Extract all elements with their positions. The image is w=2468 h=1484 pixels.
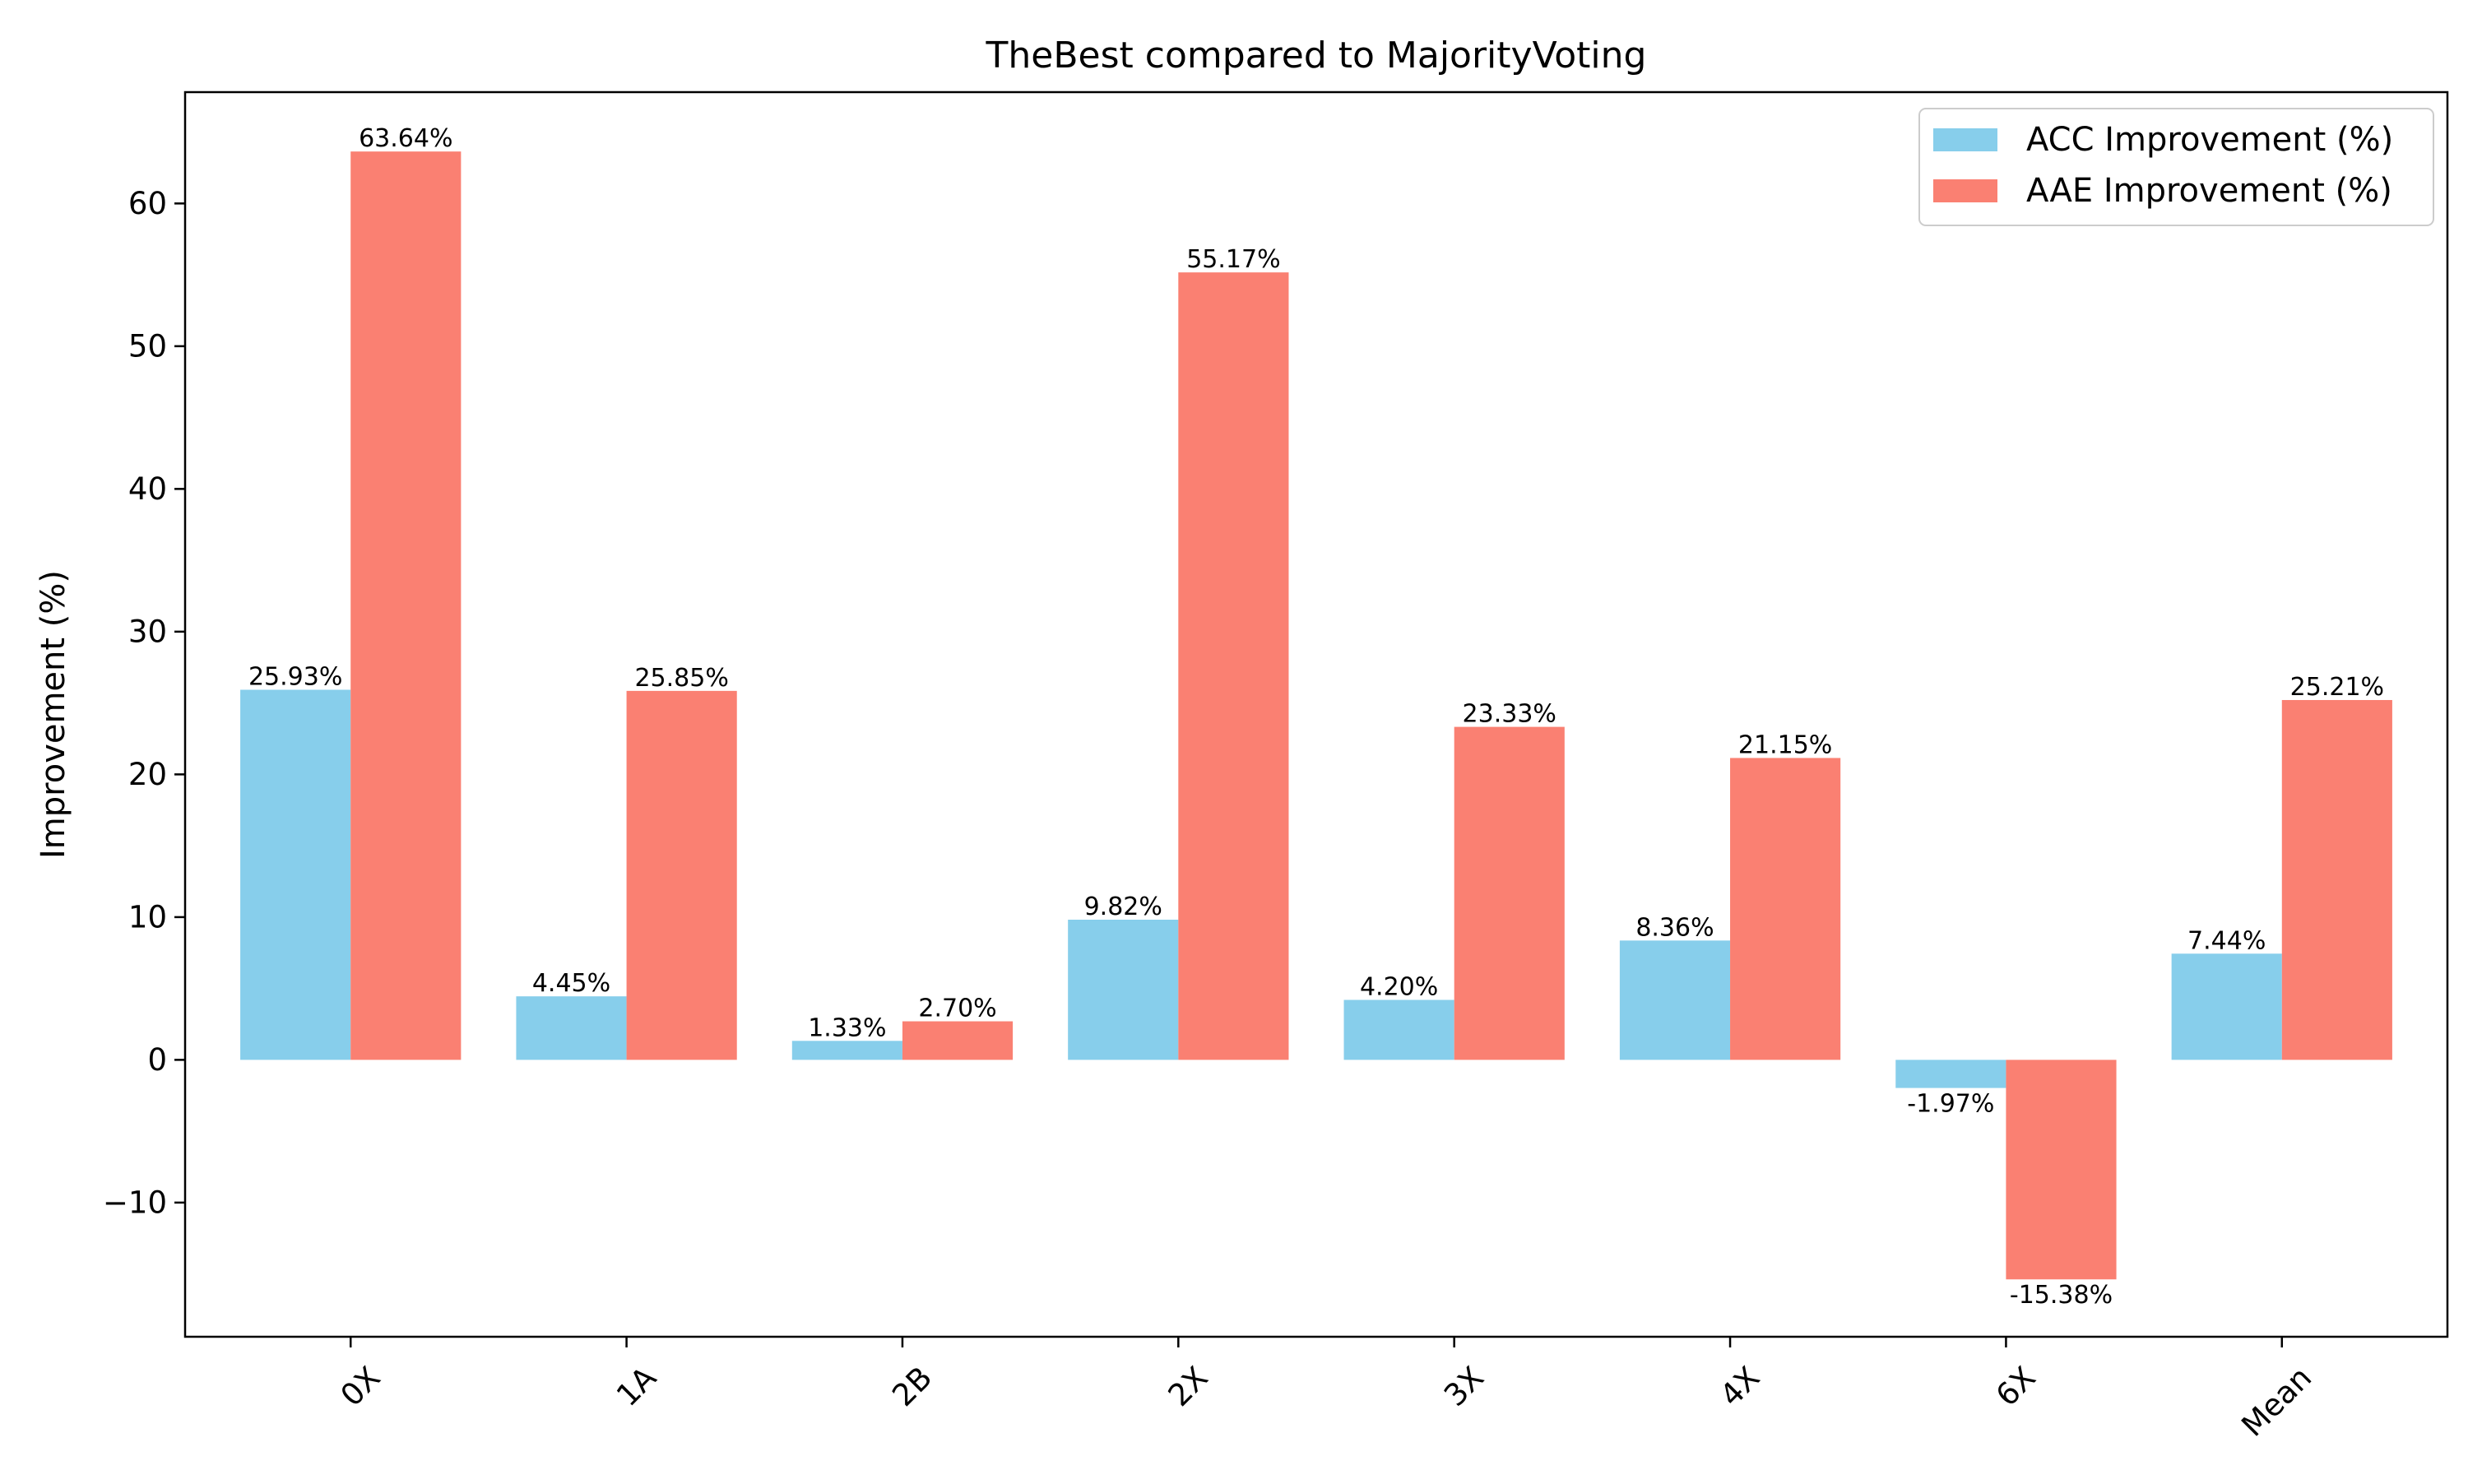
bar-acc-4x xyxy=(1619,940,1731,1060)
y-tick-label: 10 xyxy=(128,899,167,934)
legend-box xyxy=(1918,108,2434,226)
bar-aae-mean xyxy=(2281,699,2392,1060)
bar-acc-6x xyxy=(1895,1060,2006,1088)
data-label: 25.85% xyxy=(634,664,728,693)
bar-aae-1a xyxy=(626,690,737,1060)
data-label: 63.64% xyxy=(359,124,452,153)
bar-aae-6x xyxy=(2006,1060,2117,1280)
data-label: 9.82% xyxy=(1084,893,1162,921)
legend-swatch-acc xyxy=(1933,128,1997,151)
data-label: 25.93% xyxy=(248,662,342,691)
bar-acc-2x xyxy=(1068,920,1179,1060)
bar-aae-3x xyxy=(1454,726,1565,1060)
bar-acc-0x xyxy=(240,689,351,1060)
legend-label-aae: AAE Improvement (%) xyxy=(2026,172,2392,210)
y-tick-label: 40 xyxy=(128,471,167,507)
bar-aae-2x xyxy=(1178,272,1289,1060)
bar-acc-mean xyxy=(2171,953,2282,1060)
y-tick-label: 0 xyxy=(147,1042,167,1078)
data-label: -1.97% xyxy=(1907,1090,1994,1119)
data-label: -15.38% xyxy=(2010,1281,2113,1310)
bar-aae-0x xyxy=(350,151,462,1060)
bar-acc-1a xyxy=(516,996,627,1060)
legend-label-acc: ACC Improvement (%) xyxy=(2026,121,2393,159)
data-label: 1.33% xyxy=(808,1013,886,1042)
data-label: 4.20% xyxy=(1360,973,1438,1002)
data-label: 55.17% xyxy=(1186,245,1280,274)
data-label: 2.70% xyxy=(918,995,996,1023)
data-label: 7.44% xyxy=(2187,926,2266,955)
data-label: 25.21% xyxy=(2290,673,2384,702)
data-label: 8.36% xyxy=(1635,913,1714,942)
y-axis-label: Improvement (%) xyxy=(35,570,72,859)
chart-title: TheBest compared to MajorityVoting xyxy=(986,35,1647,77)
plot-frame xyxy=(183,90,2449,1338)
bar-aae-4x xyxy=(1730,758,1841,1060)
legend-swatch-aae xyxy=(1933,179,1997,202)
data-label: 4.45% xyxy=(532,969,610,998)
y-tick-label: 30 xyxy=(128,614,167,649)
data-label: 23.33% xyxy=(1463,700,1556,729)
bar-acc-3x xyxy=(1343,999,1454,1060)
data-label: 21.15% xyxy=(1738,730,1832,759)
y-tick-label: 50 xyxy=(128,328,167,364)
y-tick-label: 20 xyxy=(128,757,167,792)
bar-aae-2b xyxy=(902,1021,1014,1060)
bar-acc-2b xyxy=(791,1041,902,1060)
y-tick-label: −10 xyxy=(103,1185,167,1220)
y-tick-label: 60 xyxy=(128,186,167,221)
